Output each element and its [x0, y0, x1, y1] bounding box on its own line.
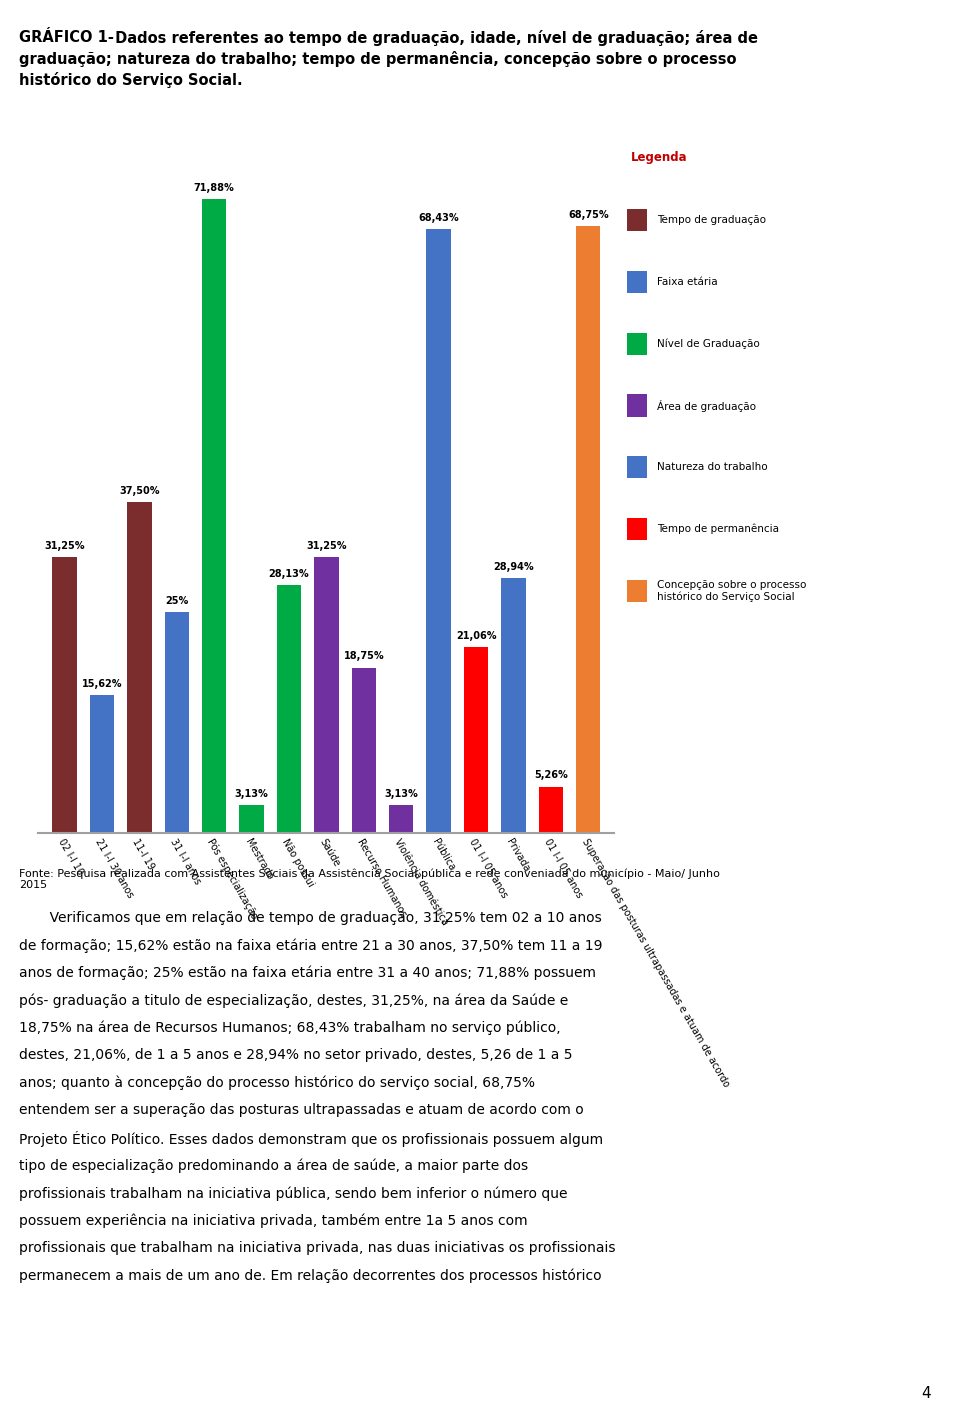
- Text: 28,13%: 28,13%: [269, 569, 309, 579]
- Text: Tempo de graduação: Tempo de graduação: [657, 215, 766, 226]
- Text: Concepção sobre o processo
histórico do Serviço Social: Concepção sobre o processo histórico do …: [657, 580, 806, 602]
- Text: Natureza do trabalho: Natureza do trabalho: [657, 462, 767, 473]
- Text: 37,50%: 37,50%: [119, 486, 159, 496]
- Bar: [90, 695, 114, 833]
- Text: 28,94%: 28,94%: [493, 562, 534, 572]
- Text: 15,62%: 15,62%: [82, 679, 122, 689]
- Bar: [464, 647, 489, 833]
- Text: Fonte: Pesquisa realizada com Assistentes Sociais da Assistência Social pública : Fonte: Pesquisa realizada com Assistente…: [19, 868, 720, 891]
- Text: 4: 4: [922, 1385, 931, 1401]
- Text: pós- graduação a titulo de especialização, destes, 31,25%, na área da Saúde e: pós- graduação a titulo de especializaçã…: [19, 994, 568, 1008]
- Bar: [628, 333, 647, 354]
- Text: profissionais que trabalham na iniciativa privada, nas duas iniciativas os profi: profissionais que trabalham na iniciativ…: [19, 1241, 615, 1255]
- Text: 68,75%: 68,75%: [568, 210, 609, 220]
- Text: de formação; 15,62% estão na faixa etária entre 21 a 30 anos, 37,50% tem 11 a 19: de formação; 15,62% estão na faixa etári…: [19, 939, 603, 953]
- Text: 18,75% na área de Recursos Humanos; 68,43% trabalham no serviço público,: 18,75% na área de Recursos Humanos; 68,4…: [19, 1021, 561, 1035]
- Text: 21,06%: 21,06%: [456, 631, 496, 641]
- Text: entendem ser a superação das posturas ultrapassadas e atuam de acordo com o: entendem ser a superação das posturas ul…: [19, 1104, 584, 1117]
- Bar: [389, 805, 414, 833]
- Text: 68,43%: 68,43%: [419, 213, 459, 223]
- Text: tipo de especialização predominando a área de saúde, a maior parte dos: tipo de especialização predominando a ár…: [19, 1158, 528, 1173]
- Text: 25%: 25%: [165, 596, 188, 606]
- Bar: [628, 271, 647, 294]
- Bar: [628, 518, 647, 541]
- Text: Verificamos que em relação de tempo de graduação, 31,25% tem 02 a 10 anos: Verificamos que em relação de tempo de g…: [19, 911, 602, 925]
- Bar: [501, 578, 525, 833]
- Bar: [276, 585, 301, 833]
- Bar: [426, 229, 451, 833]
- Text: 71,88%: 71,88%: [194, 182, 234, 192]
- Text: Nível de Graduação: Nível de Graduação: [657, 339, 759, 349]
- Text: graduação; natureza do trabalho; tempo de permanência, concepção sobre o process: graduação; natureza do trabalho; tempo d…: [19, 51, 736, 66]
- Bar: [351, 668, 376, 833]
- Bar: [576, 226, 600, 833]
- Bar: [628, 394, 647, 417]
- Text: GRÁFICO 1-: GRÁFICO 1-: [19, 30, 114, 45]
- Text: histórico do Serviço Social.: histórico do Serviço Social.: [19, 72, 243, 88]
- Bar: [628, 456, 647, 479]
- Bar: [539, 786, 563, 833]
- Bar: [164, 613, 189, 833]
- Bar: [314, 558, 339, 833]
- Text: 3,13%: 3,13%: [234, 789, 269, 799]
- Text: Faixa etária: Faixa etária: [657, 277, 717, 287]
- Text: Dados referentes ao tempo de graduação, idade, nível de graduação; área de: Dados referentes ao tempo de graduação, …: [110, 30, 758, 45]
- Bar: [628, 209, 647, 232]
- Text: profissionais trabalham na iniciativa pública, sendo bem inferior o número que: profissionais trabalham na iniciativa pú…: [19, 1186, 567, 1200]
- Text: Tempo de permanência: Tempo de permanência: [657, 524, 779, 534]
- Text: 5,26%: 5,26%: [534, 771, 567, 781]
- Text: anos de formação; 25% estão na faixa etária entre 31 a 40 anos; 71,88% possuem: anos de formação; 25% estão na faixa etá…: [19, 966, 596, 980]
- Bar: [628, 580, 647, 602]
- Text: Projeto Ético Político. Esses dados demonstram que os profissionais possuem algu: Projeto Ético Político. Esses dados demo…: [19, 1131, 603, 1147]
- Bar: [202, 199, 227, 833]
- Text: 31,25%: 31,25%: [306, 541, 347, 551]
- Text: Área de graduação: Área de graduação: [657, 400, 756, 411]
- Bar: [53, 558, 77, 833]
- Text: destes, 21,06%, de 1 a 5 anos e 28,94% no setor privado, destes, 5,26 de 1 a 5: destes, 21,06%, de 1 a 5 anos e 28,94% n…: [19, 1049, 573, 1062]
- Bar: [239, 805, 264, 833]
- Bar: [128, 503, 152, 833]
- Text: 31,25%: 31,25%: [44, 541, 84, 551]
- Text: 18,75%: 18,75%: [344, 651, 384, 661]
- Text: Legenda: Legenda: [631, 151, 687, 164]
- Text: anos; quanto à concepção do processo histórico do serviço social, 68,75%: anos; quanto à concepção do processo his…: [19, 1076, 536, 1090]
- Text: 3,13%: 3,13%: [384, 789, 419, 799]
- Text: permanecem a mais de um ano de. Em relação decorrentes dos processos histórico: permanecem a mais de um ano de. Em relaç…: [19, 1269, 602, 1284]
- Text: possuem experiência na iniciativa privada, também entre 1a 5 anos com: possuem experiência na iniciativa privad…: [19, 1214, 528, 1228]
